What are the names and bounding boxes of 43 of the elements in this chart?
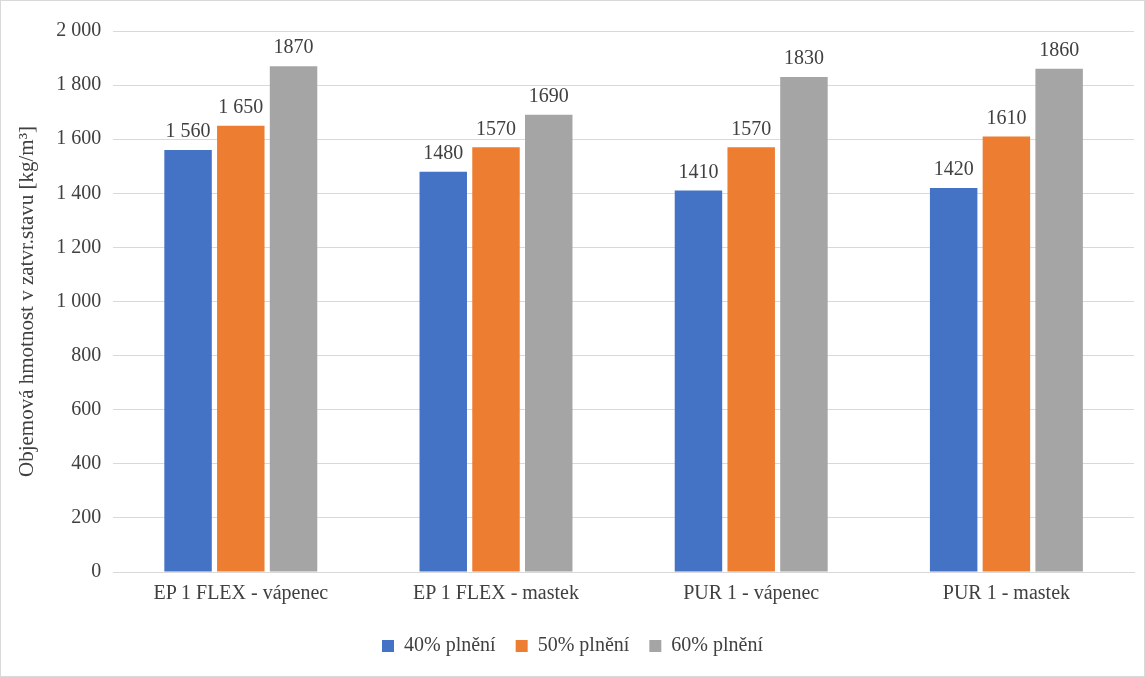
legend-label: 50% plnění	[537, 633, 630, 657]
data-label: 1 650	[218, 94, 264, 117]
bar	[1035, 68, 1083, 572]
data-label: 1410	[678, 159, 719, 182]
y-tick-label: 1 000	[56, 288, 102, 311]
legend-label: 60% plnění	[671, 633, 764, 657]
y-tick-label: 600	[71, 396, 102, 419]
bar	[982, 136, 1031, 572]
data-label: 1830	[783, 46, 824, 69]
bar	[164, 150, 212, 572]
data-label: 1570	[731, 116, 772, 139]
x-tick-label: EP 1 FLEX - mastek	[413, 581, 579, 604]
data-label: 1610	[986, 105, 1027, 128]
data-label: 1570	[476, 116, 516, 139]
data-label: 1 560	[165, 119, 211, 142]
bar	[727, 147, 775, 572]
y-tick-label: 1 600	[56, 126, 102, 149]
x-tick-label: PUR 1 - vápenec	[683, 581, 820, 605]
bar	[929, 187, 978, 572]
bar	[674, 190, 723, 572]
data-label: 1870	[273, 35, 314, 58]
bar	[472, 147, 520, 572]
y-tick-label: 200	[71, 505, 102, 528]
y-axis-title: Objemová hmotnost v zatvr.stavu [kg/m³]	[14, 126, 39, 477]
y-tick-label: 0	[91, 559, 102, 582]
data-label: 1480	[423, 140, 464, 163]
x-tick-label: EP 1 FLEX - vápenec	[153, 581, 329, 605]
data-label: 1420	[933, 157, 974, 180]
bar	[419, 171, 467, 572]
bar	[269, 66, 318, 572]
bar	[525, 114, 573, 572]
data-label: 1860	[1039, 38, 1080, 61]
legend-label: 40% plnění	[404, 633, 497, 657]
data-label: 1690	[528, 84, 569, 107]
bar	[217, 125, 265, 572]
y-tick-label: 2 000	[56, 18, 102, 41]
y-tick-label: 800	[71, 342, 102, 365]
y-tick-label: 1 400	[56, 180, 102, 203]
y-tick-label: 1 800	[56, 72, 102, 95]
y-tick-label: 400	[71, 451, 102, 474]
bar	[780, 76, 828, 572]
x-tick-label: PUR 1 - mastek	[942, 581, 1071, 604]
y-tick-label: 1 200	[56, 234, 102, 257]
